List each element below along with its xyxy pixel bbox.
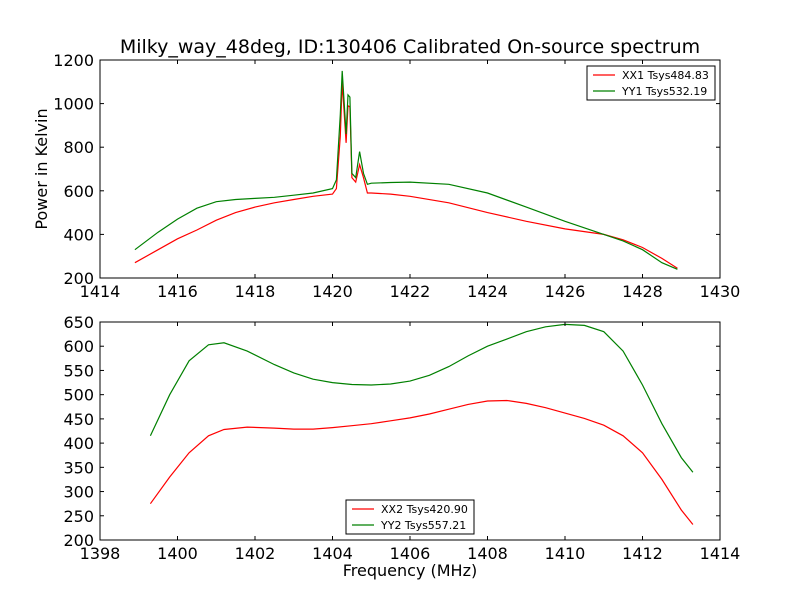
bottom-chart-legend-label: YY2 Tsys557.21 [380,519,466,532]
bottom-chart-ytick-label: 200 [63,531,94,550]
top-chart-xtick-label: 1416 [157,282,198,301]
bottom-chart-ytick-label: 650 [63,313,94,332]
bottom-chart-xtick-label: 1412 [622,544,663,563]
bottom-chart-xtick-label: 1406 [390,544,431,563]
top-chart-xtick-label: 1420 [312,282,353,301]
top-chart-legend-label: XX1 Tsys484.83 [622,69,709,82]
top-chart-xtick-label: 1422 [390,282,431,301]
bottom-chart-xtick-label: 1408 [467,544,508,563]
top-chart: Milky_way_48deg, ID:130406 Calibrated On… [32,36,740,301]
top-chart-ytick-label: 400 [63,225,94,244]
bottom-chart-xtick-label: 1414 [700,544,741,563]
bottom-chart-xtick-label: 1402 [235,544,276,563]
bottom-chart-ytick-label: 600 [63,337,94,356]
top-chart-xtick-label: 1414 [80,282,121,301]
top-chart-series-line-1 [134,70,678,270]
bottom-chart-xtick-label: 1400 [157,544,198,563]
top-chart-ytick-label: 1200 [53,51,94,70]
top-chart-xtick-label: 1418 [235,282,276,301]
top-chart-xtick-label: 1424 [467,282,508,301]
bottom-chart-ytick-label: 550 [63,361,94,380]
bottom-chart-xtick-label: 1398 [80,544,121,563]
bottom-chart-ytick-label: 300 [63,483,94,502]
bottom-chart-series-line-1 [149,323,694,473]
top-chart-title: Milky_way_48deg, ID:130406 Calibrated On… [120,36,700,58]
top-chart-xtick-label: 1428 [622,282,663,301]
top-chart-legend-label: YY1 Tsys532.19 [621,85,707,98]
bottom-chart-xtick-label: 1404 [312,544,353,563]
bottom-chart-ytick-label: 350 [63,458,94,477]
top-chart-ylabel: Power in Kelvin [32,108,51,229]
bottom-chart-legend [345,499,475,535]
top-chart-plot-area: 1414 1416 1418 1420 1422 1424 1426 1428 1430 200 4… [53,51,740,301]
top-chart-xtick-label: 1426 [545,282,586,301]
bottom-chart-ytick-label: 500 [63,386,94,405]
top-chart-legend [586,65,716,101]
top-chart-ytick-label: 600 [63,182,94,201]
bottom-chart-xtick-label: 1410 [545,544,586,563]
top-chart-ytick-label: 200 [63,269,94,288]
bottom-chart-series-line-0 [149,399,694,525]
bottom-chart-ytick-label: 400 [63,434,94,453]
bottom-chart-ytick-label: 250 [63,507,94,526]
bottom-chart: Frequency (MHz) 1398 1400 1402 1404 1406 1408… [63,313,740,580]
bottom-chart-plot-area: 1398 1400 1402 1404 1406 1408 1410 1412 1414 200 2… [63,313,740,563]
bottom-chart-legend-label: XX2 Tsys420.90 [381,503,468,516]
bottom-chart-ytick-label: 450 [63,410,94,429]
bottom-chart-xlabel: Frequency (MHz) [343,561,477,580]
top-chart-xtick-label: 1430 [700,282,741,301]
top-chart-ytick-label: 1000 [53,95,94,114]
top-chart-ytick-label: 800 [63,138,94,157]
